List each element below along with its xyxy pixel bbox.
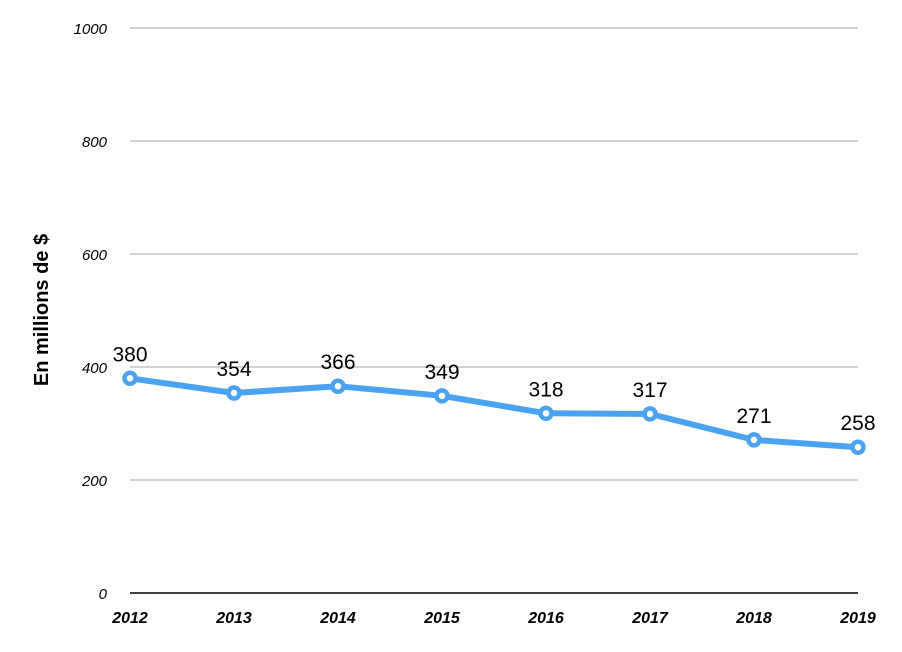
data-points	[122, 370, 866, 455]
data-label: 349	[424, 361, 459, 384]
data-label: 271	[736, 405, 771, 428]
data-label: 354	[216, 358, 251, 381]
data-point	[434, 388, 450, 404]
data-label: 318	[528, 378, 563, 401]
x-tick-label: 2015	[423, 610, 461, 627]
y-tick-label: 600	[82, 247, 108, 264]
x-tick-label: 2014	[319, 610, 356, 627]
series-line	[127, 375, 861, 451]
y-tick-label: 400	[82, 360, 108, 377]
x-tick-label: 2018	[735, 610, 772, 627]
data-label: 317	[632, 379, 667, 402]
x-axis-ticks: 2012 2013 2014 2015 2016 2017 2018 2019	[111, 610, 876, 627]
data-point	[538, 405, 554, 422]
data-label: 258	[840, 412, 875, 435]
x-tick-label: 2012	[111, 610, 148, 627]
x-tick-label: 2017	[631, 610, 669, 627]
x-tick-label: 2013	[215, 610, 252, 627]
y-axis-label: En millions de $	[31, 234, 53, 386]
y-tick-label: 800	[82, 134, 108, 151]
x-tick-label: 2016	[527, 610, 564, 627]
y-tick-label: 1000	[74, 21, 108, 38]
data-point	[226, 385, 242, 401]
data-point	[642, 406, 658, 422]
data-labels: 380 354 366 349 318 317 271 258	[112, 343, 875, 435]
gridlines	[130, 27, 858, 481]
data-point	[746, 432, 762, 448]
data-label: 366	[320, 351, 355, 374]
y-tick-label: 0	[99, 586, 108, 603]
data-point	[122, 370, 138, 387]
data-point	[850, 439, 866, 455]
data-label: 380	[112, 343, 147, 366]
x-tick-label: 2019	[839, 610, 876, 627]
data-point	[330, 378, 346, 394]
y-tick-label: 200	[81, 473, 108, 490]
y-axis-ticks: 0 200 400 600 800 1000	[74, 21, 108, 603]
